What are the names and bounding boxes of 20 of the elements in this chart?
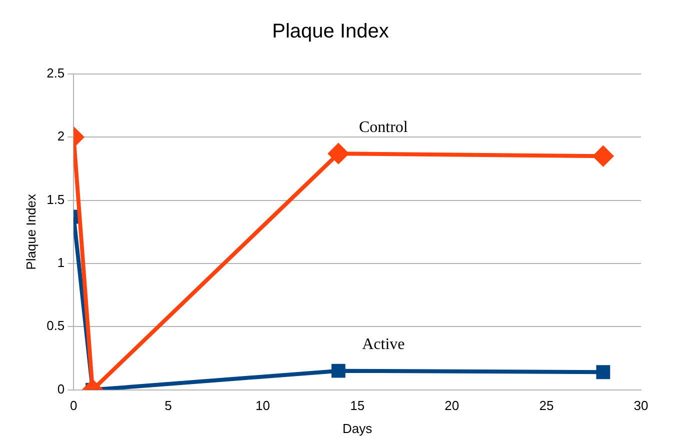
y-tick-label: 2.5 <box>46 66 65 81</box>
x-tick-label: 15 <box>350 398 365 414</box>
y-axis-title: Plaque Index <box>23 193 38 270</box>
x-tick-label: 30 <box>634 398 648 414</box>
y-tick-label: 1.5 <box>46 192 65 207</box>
x-tick-label: 5 <box>164 398 172 414</box>
y-tick-label: 2 <box>57 128 65 144</box>
x-tick-label: 10 <box>256 398 270 414</box>
series-label: Active <box>362 336 405 354</box>
x-tick-label: 20 <box>444 398 460 414</box>
chart-title: Plaque Index <box>272 20 389 43</box>
y-tick-label: 0 <box>57 381 65 396</box>
point <box>596 365 610 380</box>
y-tick-label: 0.5 <box>46 318 65 334</box>
series-label: Control <box>358 118 408 136</box>
x-tick-label: 25 <box>539 398 554 414</box>
x-tick-label: 0 <box>70 398 78 414</box>
y-tick-label: 1 <box>57 255 65 270</box>
x-axis-title: Days <box>342 420 373 436</box>
point <box>593 146 614 166</box>
